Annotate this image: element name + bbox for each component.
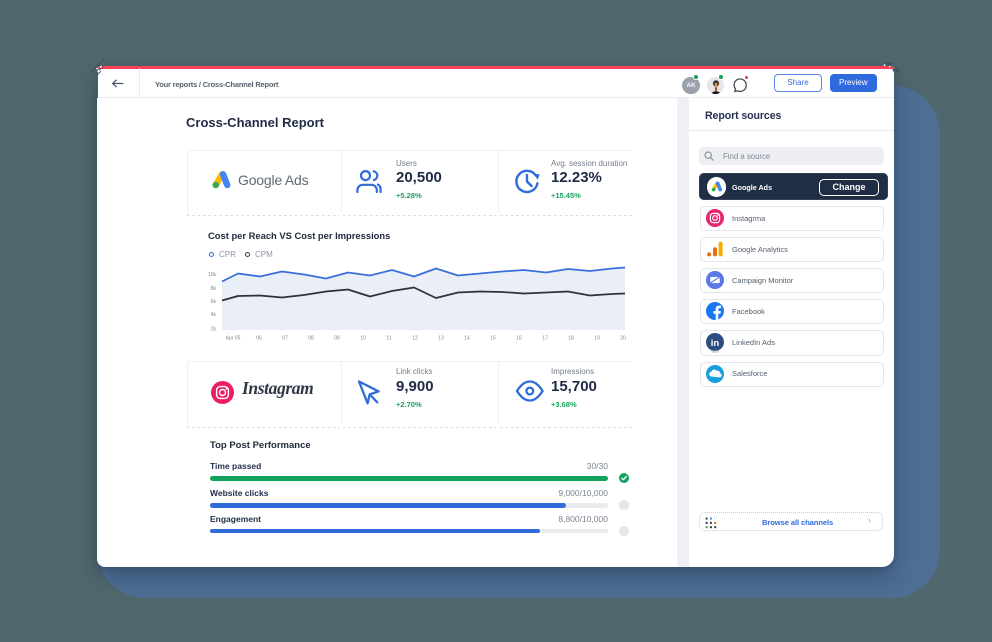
svg-text:2k: 2k [211,327,217,333]
svg-text:12: 12 [412,336,418,342]
svg-text:09: 09 [334,336,340,342]
svg-text:11: 11 [386,336,391,342]
svg-text:14: 14 [464,336,470,342]
svg-text:in: in [711,338,720,349]
svg-text:10k: 10k [208,272,217,278]
svg-text:6k: 6k [211,299,217,305]
svg-text:20: 20 [620,336,626,342]
svg-text:18: 18 [568,336,574,342]
svg-text:Apr 05: Apr 05 [226,336,241,342]
svg-text:8k: 8k [211,286,217,292]
svg-text:15: 15 [490,336,496,342]
svg-text:17: 17 [542,336,548,342]
svg-text:13: 13 [438,336,444,342]
svg-text:06: 06 [256,336,262,342]
svg-text:07: 07 [282,336,288,342]
svg-text:10: 10 [360,336,366,342]
svg-text:08: 08 [308,336,314,342]
svg-text:ads: ads [711,349,719,353]
svg-text:4k: 4k [211,312,217,318]
svg-text:19: 19 [594,336,600,342]
svg-text:16: 16 [516,336,522,342]
